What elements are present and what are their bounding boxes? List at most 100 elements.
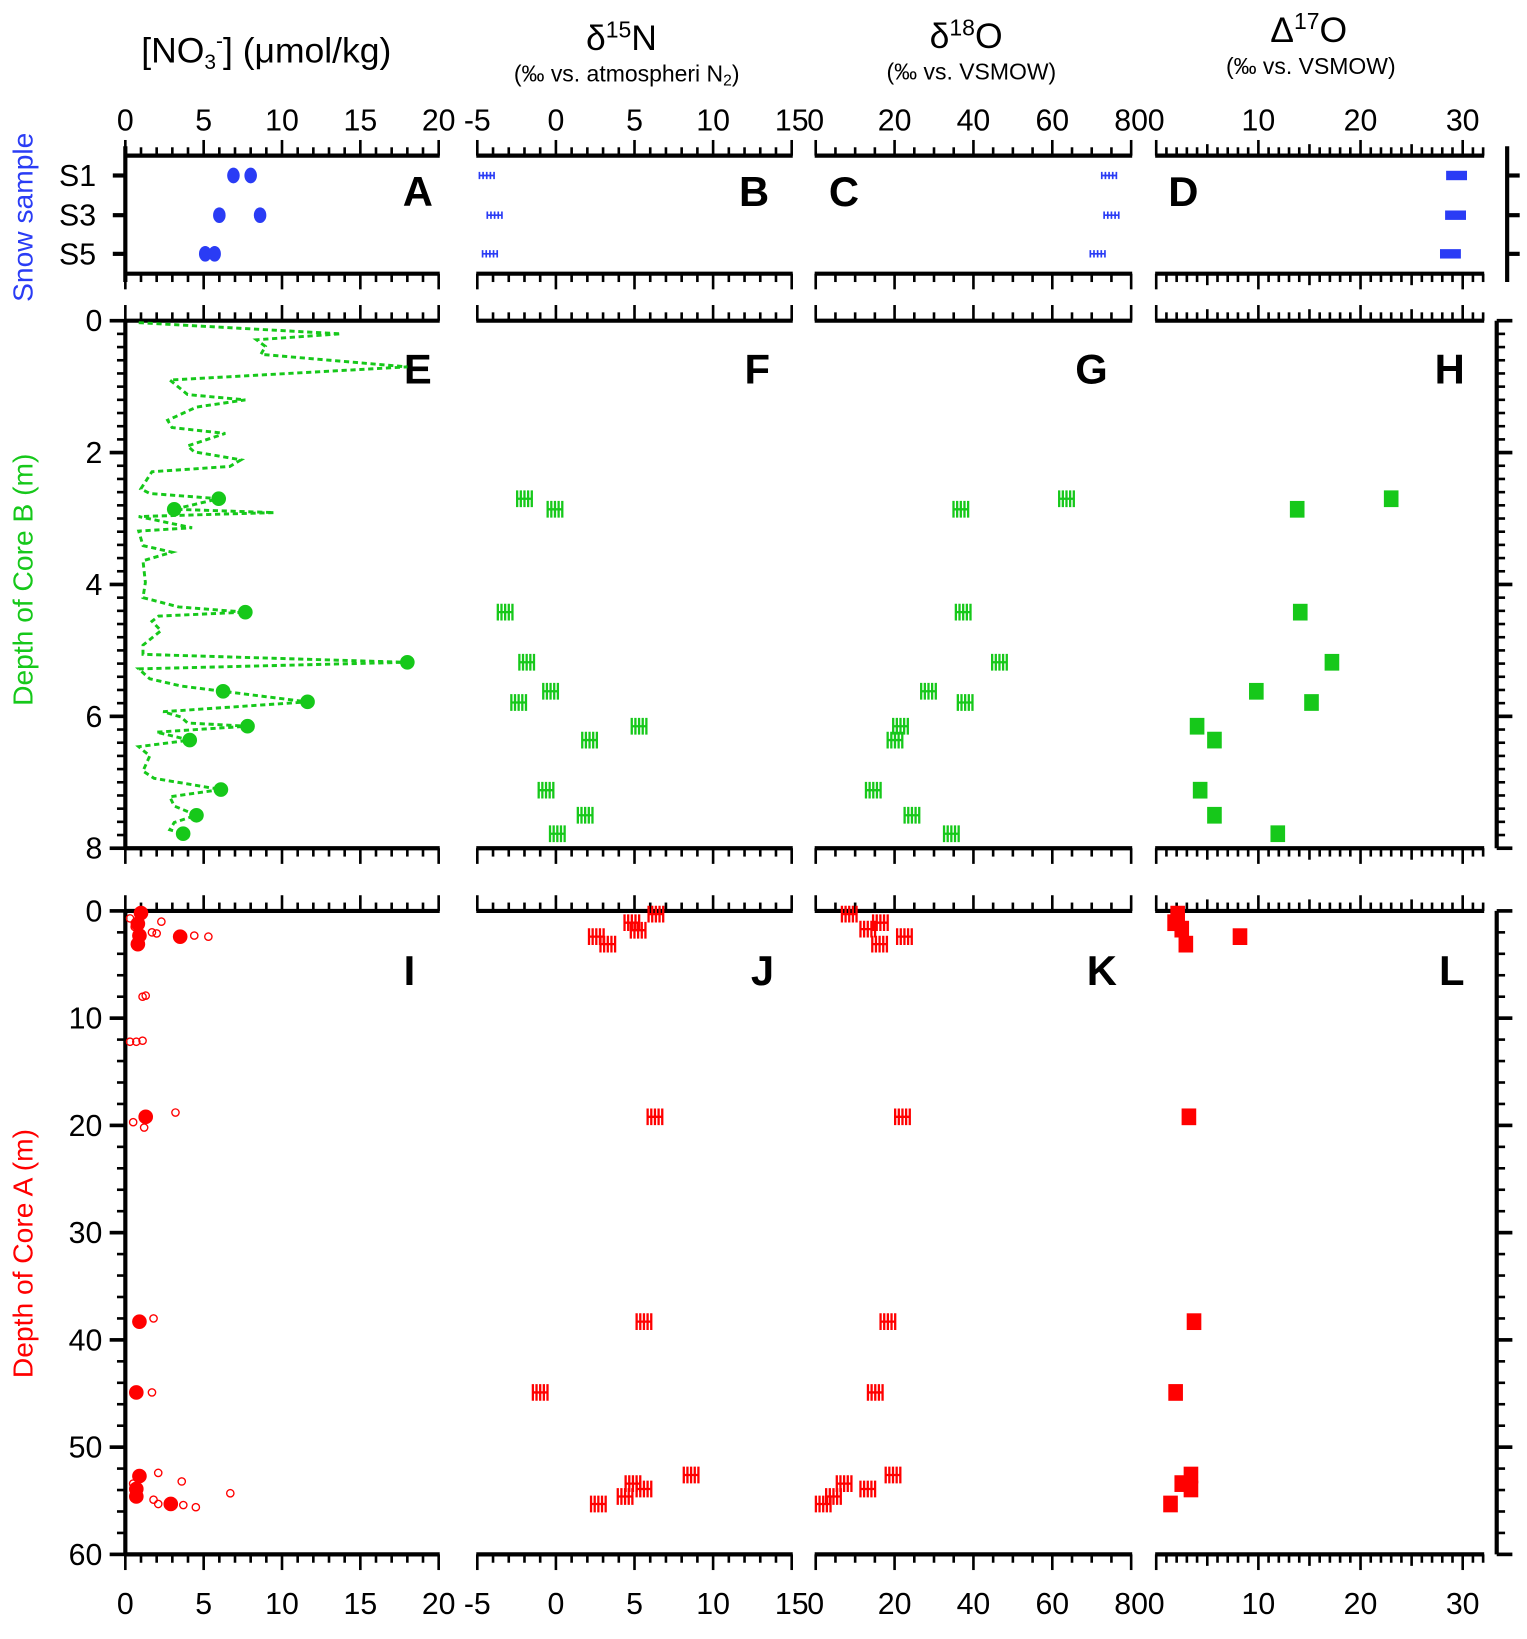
concentration-profile-line	[134, 321, 408, 836]
y-title-core-a: Depth of Core A (m)	[6, 1129, 38, 1378]
panel-J: J	[531, 905, 774, 1513]
panel-B: B	[478, 168, 769, 258]
data-point	[211, 491, 227, 507]
title-d18o: δ18O	[930, 15, 1003, 57]
data-point-errorbar	[518, 653, 536, 671]
y-tick-label: 50	[69, 1432, 103, 1465]
data-point-errorbar	[942, 825, 960, 843]
x-tick-label: 0	[807, 105, 824, 138]
data-point	[1178, 935, 1194, 953]
panel-letter-K: K	[1087, 947, 1117, 994]
open-data-point	[225, 1488, 235, 1498]
open-data-point	[147, 928, 157, 937]
open-data-point	[125, 1037, 135, 1047]
data-point	[163, 1496, 179, 1512]
y-tick-label: 0	[86, 305, 103, 338]
x-tick-label: -5	[464, 105, 491, 138]
data-point	[138, 1109, 154, 1125]
open-data-point	[128, 1117, 138, 1127]
panel-letter-L: L	[1439, 947, 1465, 994]
x-tick-label: 15	[343, 1588, 377, 1621]
axes: 0 5 10 15 20 -5 0 5 10 150 20 40 60 80 0 10 20 30S1S3S502…	[59, 105, 1520, 1621]
data-point-errorbar	[481, 250, 499, 258]
panel-G: G	[864, 345, 1108, 843]
data-point	[1324, 653, 1340, 671]
data-point-errorbar	[871, 914, 889, 932]
data-point-errorbar	[548, 825, 566, 843]
data-point-errorbar	[892, 717, 909, 735]
open-data-point	[147, 1388, 157, 1397]
open-data-point	[191, 1502, 201, 1512]
data-point-errorbar	[866, 1384, 884, 1401]
x-tick-label: 20	[878, 1588, 912, 1621]
x-tick-label: 0	[547, 105, 564, 138]
panel-L: L	[1163, 905, 1465, 1513]
data-point-errorbar	[486, 211, 503, 219]
data-point-errorbar	[884, 1466, 902, 1484]
x-tick-label: 40	[957, 105, 991, 138]
data-point-errorbar	[952, 500, 970, 518]
data-point	[1163, 1495, 1178, 1513]
x-tick-label: 80	[1114, 1588, 1148, 1621]
data-point-errorbar	[871, 935, 889, 953]
x-tick-label: 15	[775, 1588, 809, 1621]
data-point	[238, 604, 253, 620]
panel-C: C	[829, 168, 1120, 258]
data-point-errorbar	[629, 921, 647, 939]
data-point	[128, 1489, 144, 1504]
open-data-point	[138, 1036, 147, 1046]
data-point	[1289, 500, 1305, 518]
y-category-label: S5	[59, 238, 96, 271]
y-tick-label: 20	[69, 1110, 103, 1143]
data-point	[182, 732, 198, 748]
data-point	[400, 654, 415, 670]
panel-letter-C: C	[829, 168, 859, 215]
data-point-errorbar	[1103, 211, 1120, 219]
panel-A: A	[198, 167, 433, 262]
x-tick-label: 5	[626, 1588, 643, 1621]
data-point-errorbar	[542, 682, 560, 700]
open-data-point	[178, 1500, 188, 1510]
y-tick-label: 2	[86, 437, 103, 470]
data-point	[213, 782, 229, 797]
x-tick-label: 10	[1242, 1588, 1276, 1621]
x-tick-label: 10	[265, 1588, 299, 1621]
data-point	[1439, 249, 1461, 259]
x-tick-label: 20	[422, 1588, 456, 1621]
data-point	[1270, 825, 1286, 843]
x-tick-label: 0	[117, 105, 134, 138]
x-tick-label: 80	[1114, 105, 1148, 138]
data-point	[1186, 1313, 1202, 1331]
data-point	[1207, 731, 1222, 749]
open-data-point	[152, 929, 162, 938]
data-point-errorbar	[496, 603, 514, 621]
x-tick-label: -5	[464, 1588, 491, 1621]
data-point-errorbar	[682, 1466, 700, 1484]
data-point	[1446, 170, 1468, 181]
x-tick-label: 60	[1035, 105, 1069, 138]
open-data-point	[171, 1108, 180, 1117]
data-point	[1304, 694, 1319, 711]
x-tick-label: 20	[1344, 105, 1378, 138]
x-tick-label: 40	[957, 1588, 991, 1621]
data-point-errorbar	[516, 490, 533, 508]
data-point	[300, 694, 315, 710]
x-tick-label: 15	[775, 105, 809, 138]
data-point	[1168, 1384, 1183, 1401]
panel-F: F	[496, 345, 770, 843]
panel-letter-J: J	[751, 947, 774, 994]
subtitle-d15n-unit: (‰ vs. atmospheri N2)	[514, 60, 740, 89]
y-tick-label: 60	[69, 1539, 103, 1572]
data-point-errorbar	[1058, 490, 1075, 508]
x-tick-label: 5	[195, 105, 212, 138]
data-point	[1383, 490, 1399, 508]
data-point	[240, 718, 255, 734]
x-tick-label: 10	[696, 1588, 730, 1621]
data-point	[1181, 1108, 1197, 1126]
x-tick-label: 30	[1446, 105, 1480, 138]
data-point-errorbar	[840, 905, 858, 923]
title-d15n: δ15N	[586, 17, 657, 59]
panel-letter-B: B	[739, 168, 769, 215]
panel-K: K	[814, 905, 1117, 1513]
